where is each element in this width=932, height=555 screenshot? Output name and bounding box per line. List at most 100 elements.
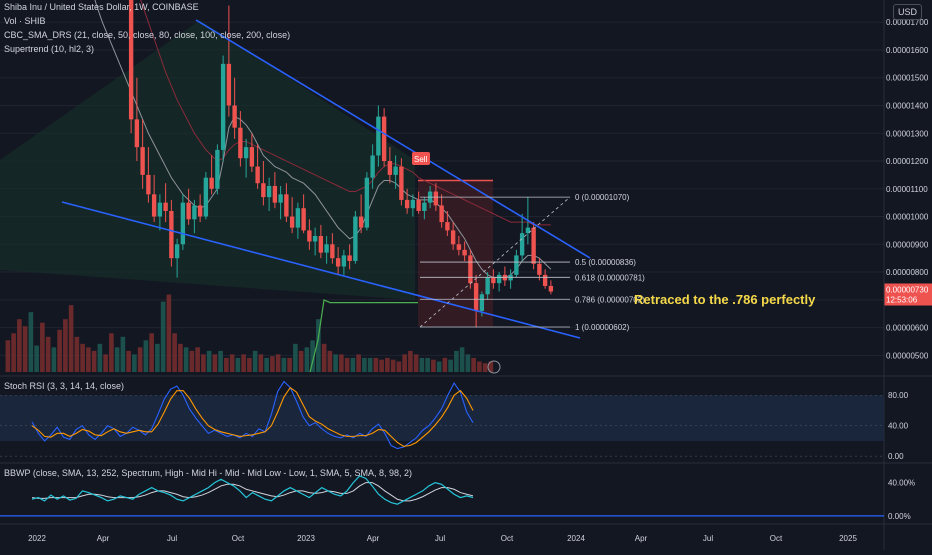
candle bbox=[266, 186, 272, 198]
volume-bar bbox=[137, 347, 143, 372]
stoch-k-line bbox=[31, 380, 474, 450]
sell-signal-label: Sell bbox=[414, 155, 428, 164]
candle bbox=[358, 216, 364, 228]
candle bbox=[376, 116, 381, 156]
fib-level-label: 0.786 (0.00000702) bbox=[575, 295, 645, 304]
candle bbox=[255, 166, 260, 184]
volume-bar bbox=[321, 343, 327, 372]
price-tick-label: 0.00001000 bbox=[886, 213, 929, 222]
price-tick-label: 0.00000900 bbox=[886, 240, 929, 249]
candle bbox=[209, 177, 214, 189]
supertrend-line bbox=[309, 299, 418, 373]
volume-bar bbox=[264, 357, 269, 372]
volume-bar bbox=[5, 340, 11, 372]
volume-bar bbox=[63, 319, 68, 372]
volume-bar bbox=[22, 326, 28, 372]
volume-bar bbox=[114, 347, 120, 372]
candle bbox=[174, 244, 180, 259]
volume-bar bbox=[402, 354, 407, 372]
candle bbox=[238, 127, 243, 159]
volume-bar bbox=[143, 340, 149, 372]
volume-bar bbox=[316, 319, 321, 372]
candle bbox=[197, 205, 203, 217]
volume-bar bbox=[252, 350, 258, 372]
volume-bar bbox=[103, 354, 108, 372]
volume-bar bbox=[425, 357, 430, 372]
candle bbox=[318, 235, 324, 253]
time-tick-label: 2024 bbox=[567, 534, 585, 543]
volume-bar bbox=[218, 350, 223, 372]
volume-bar bbox=[413, 354, 419, 372]
currency-button[interactable]: USD bbox=[892, 4, 922, 20]
price-tick-label: 0.00001600 bbox=[886, 46, 929, 55]
candle bbox=[226, 63, 232, 106]
time-tick-label: Apr bbox=[635, 534, 648, 543]
candle bbox=[410, 199, 416, 209]
sell-signal-badge bbox=[412, 152, 430, 165]
stoch-tick-label: 0.00 bbox=[888, 452, 904, 461]
volume-bar bbox=[195, 347, 200, 372]
volume-bar bbox=[28, 312, 34, 372]
candle bbox=[220, 63, 226, 150]
candle bbox=[370, 155, 375, 178]
candle bbox=[249, 147, 255, 167]
candle bbox=[140, 147, 145, 175]
volume-bar bbox=[247, 357, 252, 372]
candle bbox=[307, 230, 312, 242]
volume-bar bbox=[120, 336, 126, 372]
fib-level-label: 0 (0.00001070) bbox=[575, 193, 630, 202]
volume-bar bbox=[160, 301, 166, 372]
retracement-annotation: Retraced to the .786 perfectly bbox=[634, 292, 816, 307]
volume-bar bbox=[465, 354, 471, 372]
volume-bar bbox=[477, 361, 482, 372]
volume-bar bbox=[408, 350, 413, 372]
candle bbox=[537, 263, 542, 275]
volume-bar bbox=[109, 333, 114, 372]
candle bbox=[295, 208, 301, 228]
volume-bar bbox=[34, 345, 39, 372]
candle bbox=[215, 149, 220, 189]
candle bbox=[272, 186, 278, 203]
candle bbox=[393, 166, 398, 175]
price-tick-label: 0.00000800 bbox=[886, 268, 929, 277]
volume-bar bbox=[51, 347, 57, 372]
volume-bar bbox=[431, 359, 436, 372]
candle bbox=[157, 202, 163, 217]
volume-legend: Vol · SHIB bbox=[4, 16, 46, 26]
volume-bar bbox=[419, 357, 425, 372]
volume-bar bbox=[310, 340, 315, 372]
volume-bar bbox=[471, 357, 476, 372]
volume-bar bbox=[258, 354, 264, 372]
time-tick-label: 2025 bbox=[839, 534, 857, 543]
fib-level-label: 1 (0.00000602) bbox=[575, 323, 630, 332]
volume-bar bbox=[45, 336, 51, 372]
volume-bar bbox=[224, 357, 229, 372]
stoch-tick-label: 40.00 bbox=[888, 422, 909, 431]
volume-bar bbox=[149, 333, 154, 372]
candle bbox=[531, 227, 536, 264]
volume-bar bbox=[367, 357, 373, 372]
volume-bar bbox=[74, 336, 80, 372]
volume-bar bbox=[459, 347, 465, 372]
volume-bar bbox=[132, 354, 137, 372]
candle bbox=[462, 249, 467, 256]
volume-bar bbox=[396, 361, 402, 372]
volume-bar bbox=[172, 333, 177, 372]
volume-bar bbox=[390, 359, 396, 372]
time-tick-label: Apr bbox=[367, 534, 380, 543]
candle bbox=[243, 147, 249, 159]
volume-bar bbox=[293, 343, 298, 372]
trend-area bbox=[0, 20, 415, 300]
volume-bar bbox=[178, 343, 183, 372]
volume-bar bbox=[80, 343, 85, 372]
candle bbox=[341, 255, 347, 267]
stoch-tick-label: 80.00 bbox=[888, 391, 909, 400]
volume-bar bbox=[373, 357, 379, 372]
candle bbox=[324, 244, 329, 253]
volume-bar bbox=[281, 357, 287, 372]
volume-bar bbox=[57, 329, 62, 372]
candle bbox=[525, 227, 531, 234]
volume-bar bbox=[206, 350, 212, 372]
